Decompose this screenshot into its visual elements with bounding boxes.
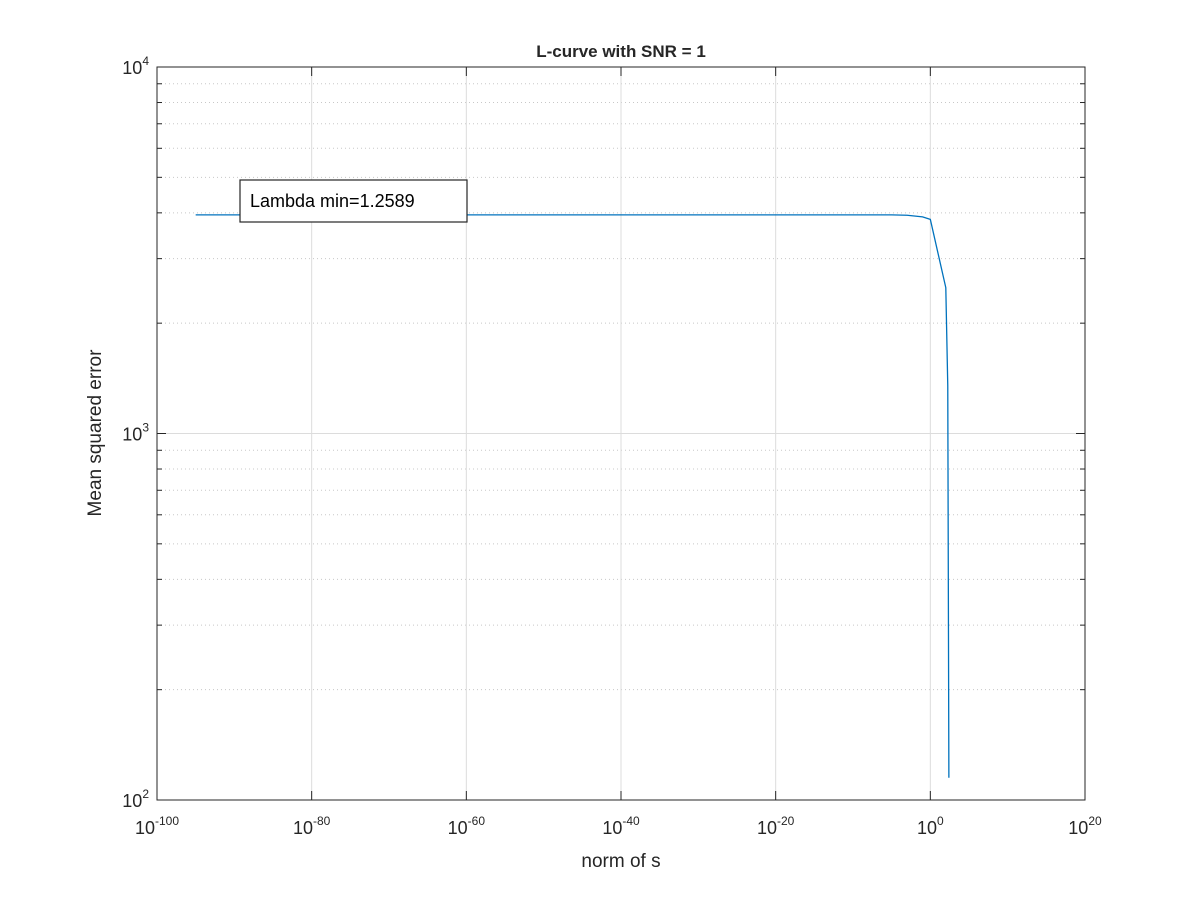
y-axis-label: Mean squared error: [85, 349, 106, 517]
annotation-text: Lambda min=1.2589: [250, 191, 415, 211]
ticks-layer: 10-100 10-80 10-60 10-40 10-20 100 1020 102 103 1…: [122, 54, 1102, 838]
x-tick-label: 10-80: [293, 814, 331, 838]
chart-title: L-curve with SNR = 1: [536, 42, 706, 61]
x-tick-label: 10-40: [602, 814, 640, 838]
x-tick-label: 10-60: [448, 814, 486, 838]
annotation-frame: [239, 179, 468, 223]
y-tick-label: 103: [122, 421, 149, 445]
x-tick-label: 10-100: [135, 814, 179, 838]
x-axis-label: norm of s: [581, 851, 660, 872]
x-tick-label: 1020: [1068, 814, 1102, 838]
y-tick-label: 104: [122, 54, 149, 78]
y-tick-label: 102: [122, 787, 149, 811]
annotation-box: Lambda min=1.2589: [239, 179, 468, 223]
x-tick-label: 100: [917, 814, 944, 838]
x-tick-label: 10-20: [757, 814, 795, 838]
